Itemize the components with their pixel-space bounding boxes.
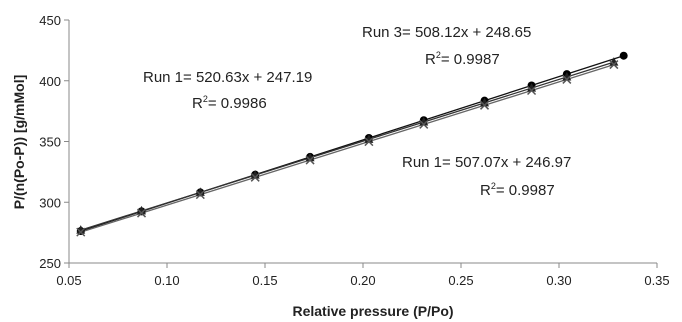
x-tick-label: 0.35 (644, 273, 669, 288)
annotation-r2-run1-upper: R2= 0.9986 (192, 94, 267, 112)
data-point-triangle (137, 205, 147, 215)
y-axis-title: P/(n(Po-P)) [g/mMol] (11, 75, 27, 210)
y-tick-label: 400 (39, 74, 61, 89)
trend-line-x (80, 63, 615, 233)
x-tick-label: 0.30 (546, 273, 571, 288)
data-point-x (479, 100, 490, 110)
data-point-triangle (250, 170, 260, 179)
data-point-x (364, 137, 374, 147)
tick-labels: 250 300 350 400 450 0.05 0.10 0.15 0.20 0.25 0.30 0… (39, 13, 669, 288)
trend-line-triangle (80, 61, 615, 231)
y-tick-label: 450 (39, 13, 61, 28)
data-point-triangle (609, 57, 619, 66)
data-point-triangle (76, 225, 86, 234)
data-point-x (419, 119, 429, 129)
y-tick-label: 250 (39, 256, 61, 271)
plot-axes (64, 19, 658, 268)
regression-annotations: Run 3= 508.12x + 248.65 R2= 0.9987 Run 1… (143, 24, 571, 199)
x-tick-label: 0.25 (448, 273, 473, 288)
data-point-triangle (305, 152, 315, 162)
annotation-equation-run1-lower: Run 1= 507.07x + 246.97 (402, 154, 571, 171)
y-tick-label: 300 (39, 195, 61, 210)
x-axis-title: Relative pressure (P/Po) (292, 303, 453, 319)
annotation-r2-run1-lower: R2= 0.9987 (480, 181, 555, 199)
x-tick-label: 0.20 (350, 273, 375, 288)
data-point-triangle (195, 187, 205, 196)
y-tick-label: 350 (39, 135, 61, 150)
x-tick-label: 0.15 (252, 273, 277, 288)
data-point-triangle (419, 117, 429, 126)
annotation-r2-run3: R2= 0.9987 (425, 50, 500, 68)
data-point-triangle (364, 134, 374, 143)
data-point-x (527, 85, 537, 96)
data-point-x (609, 60, 619, 70)
x-tick-label: 0.05 (56, 273, 81, 288)
annotation-equation-run1-upper: Run 1= 520.63x + 247.19 (143, 69, 312, 86)
data-point-circle (619, 51, 628, 60)
data-point-x (562, 74, 572, 84)
data-point-x (250, 172, 260, 182)
data-point-triangle (527, 83, 537, 92)
data-point-x (305, 155, 315, 165)
annotation-equation-run3: Run 3= 508.12x + 248.65 (362, 24, 531, 41)
data-points (76, 51, 628, 237)
data-point-x (76, 227, 86, 237)
data-point-triangle (480, 97, 490, 107)
data-point-x (195, 190, 205, 200)
data-point-x (136, 208, 147, 218)
x-tick-label: 0.10 (154, 273, 179, 288)
data-point-triangle (562, 71, 572, 81)
